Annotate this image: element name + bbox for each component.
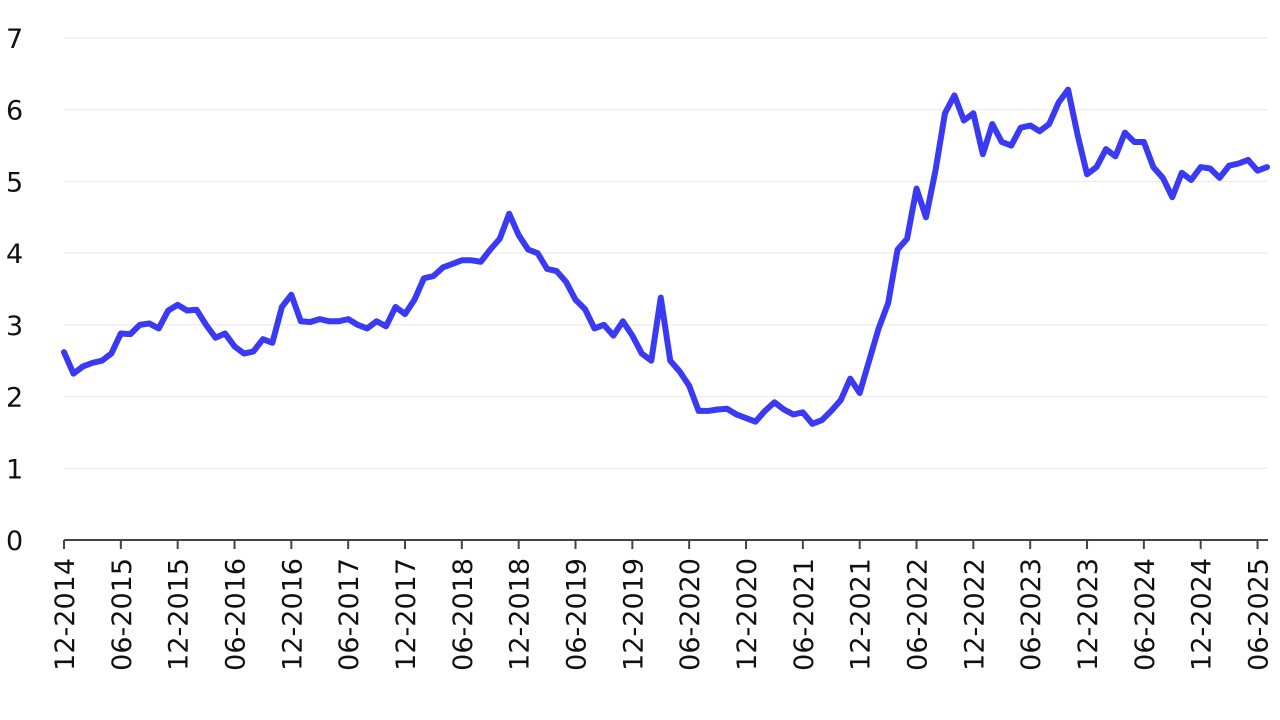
x-tick-label: 12-2014 — [50, 558, 81, 671]
series-layer — [61, 86, 1270, 427]
y-tick-label: 2 — [6, 383, 23, 414]
x-tick-label: 06-2019 — [562, 558, 593, 671]
x-tick-label: 06-2022 — [903, 558, 934, 671]
x-tick-label: 06-2020 — [675, 558, 706, 671]
x-tick-label: 06-2015 — [107, 558, 138, 671]
x-tick-label: 06-2023 — [1016, 558, 1047, 671]
x-tick-label: 12-2015 — [164, 558, 195, 671]
y-tick-label: 6 — [6, 96, 23, 127]
x-tick-label: 12-2022 — [959, 558, 990, 671]
y-tick-label: 4 — [6, 239, 23, 270]
y-tick-label: 3 — [6, 311, 23, 342]
y-tick-label: 7 — [6, 24, 23, 55]
x-tick-label: 06-2025 — [1244, 558, 1275, 671]
x-tick-label: 12-2021 — [846, 558, 877, 671]
x-tick-label: 12-2016 — [277, 558, 308, 671]
x-tick-label: 12-2018 — [505, 558, 536, 671]
gridlines — [64, 37, 1268, 469]
x-tick-label: 06-2017 — [334, 558, 365, 671]
x-axis: 12-2014 06-2015 12-2015 06-2016 12-2016 06-20… — [50, 539, 1275, 671]
x-tick-label: 12-2019 — [618, 558, 649, 671]
y-tick-label: 1 — [6, 454, 23, 485]
x-tick-label: 12-2020 — [732, 558, 763, 671]
x-tick-label: 12-2023 — [1073, 558, 1104, 671]
x-tick-label: 12-2024 — [1187, 558, 1218, 671]
series-line — [61, 86, 1270, 427]
x-tick-label: 06-2024 — [1130, 558, 1161, 671]
y-tick-label: 0 — [6, 526, 23, 557]
x-tick-label: 06-2016 — [221, 558, 252, 671]
x-tick-label: 12-2017 — [391, 558, 422, 671]
y-axis: 0 1 2 3 4 5 6 7 — [6, 24, 23, 557]
x-tick-label: 06-2018 — [448, 558, 479, 671]
x-tick-label: 06-2021 — [789, 558, 820, 671]
y-tick-label: 5 — [6, 167, 23, 198]
